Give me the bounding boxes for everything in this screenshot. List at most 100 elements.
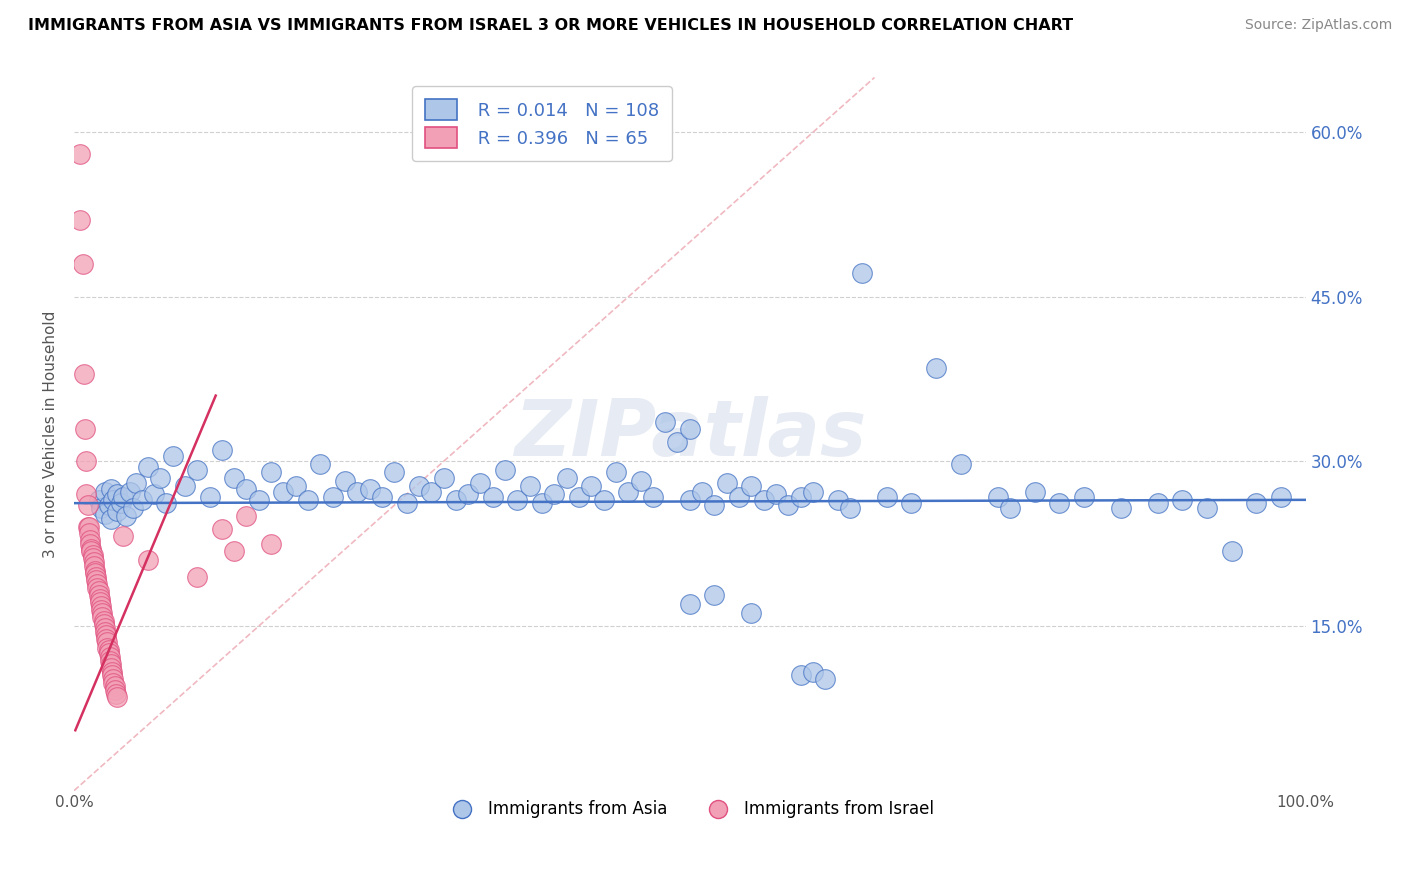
Point	[83, 555, 105, 569]
Point	[679, 492, 702, 507]
Point	[309, 457, 332, 471]
Point	[94, 621, 117, 635]
Point	[100, 482, 122, 496]
Point	[851, 266, 873, 280]
Point	[94, 485, 117, 500]
Point	[211, 443, 233, 458]
Point	[838, 500, 860, 515]
Point	[105, 504, 128, 518]
Point	[333, 474, 356, 488]
Point	[94, 507, 117, 521]
Point	[703, 588, 725, 602]
Point	[82, 551, 104, 566]
Point	[998, 500, 1021, 515]
Point	[789, 668, 811, 682]
Point	[101, 668, 124, 682]
Point	[105, 690, 128, 705]
Point	[801, 665, 824, 679]
Point	[1246, 496, 1268, 510]
Point	[83, 558, 105, 573]
Point	[122, 500, 145, 515]
Point	[186, 463, 208, 477]
Point	[75, 454, 97, 468]
Point	[143, 487, 166, 501]
Point	[395, 496, 418, 510]
Point	[103, 672, 125, 686]
Point	[79, 533, 101, 548]
Point	[84, 573, 107, 587]
Point	[765, 487, 787, 501]
Point	[506, 492, 529, 507]
Point	[740, 606, 762, 620]
Point	[104, 679, 127, 693]
Point	[97, 643, 120, 657]
Text: IMMIGRANTS FROM ASIA VS IMMIGRANTS FROM ISRAEL 3 OR MORE VEHICLES IN HOUSEHOLD C: IMMIGRANTS FROM ASIA VS IMMIGRANTS FROM …	[28, 18, 1073, 33]
Point	[72, 257, 94, 271]
Point	[900, 496, 922, 510]
Point	[73, 367, 96, 381]
Point	[371, 490, 394, 504]
Point	[617, 485, 640, 500]
Point	[94, 628, 117, 642]
Point	[432, 471, 454, 485]
Point	[174, 478, 197, 492]
Point	[827, 492, 849, 507]
Point	[801, 485, 824, 500]
Point	[346, 485, 368, 500]
Point	[987, 490, 1010, 504]
Point	[1109, 500, 1132, 515]
Point	[408, 478, 430, 492]
Point	[679, 421, 702, 435]
Point	[86, 581, 108, 595]
Point	[666, 434, 689, 449]
Point	[86, 577, 108, 591]
Point	[90, 599, 112, 614]
Point	[519, 478, 541, 492]
Point	[641, 490, 664, 504]
Point	[1047, 496, 1070, 510]
Point	[91, 606, 114, 620]
Point	[124, 476, 146, 491]
Point	[679, 597, 702, 611]
Point	[90, 602, 112, 616]
Point	[322, 490, 344, 504]
Point	[84, 569, 107, 583]
Point	[77, 525, 100, 540]
Point	[82, 548, 104, 562]
Point	[103, 676, 125, 690]
Point	[77, 520, 100, 534]
Point	[1195, 500, 1218, 515]
Point	[876, 490, 898, 504]
Point	[1146, 496, 1168, 510]
Point	[80, 542, 103, 557]
Point	[87, 583, 110, 598]
Point	[703, 499, 725, 513]
Point	[84, 566, 107, 581]
Point	[100, 661, 122, 675]
Point	[1270, 490, 1292, 504]
Point	[112, 529, 135, 543]
Point	[224, 544, 246, 558]
Point	[93, 616, 115, 631]
Point	[814, 672, 837, 686]
Point	[186, 569, 208, 583]
Y-axis label: 3 or more Vehicles in Household: 3 or more Vehicles in Household	[44, 310, 58, 558]
Point	[949, 457, 972, 471]
Point	[96, 640, 118, 655]
Point	[1024, 485, 1046, 500]
Point	[69, 213, 91, 227]
Point	[359, 482, 381, 496]
Legend: Immigrants from Asia, Immigrants from Israel: Immigrants from Asia, Immigrants from Is…	[439, 794, 941, 825]
Point	[93, 614, 115, 628]
Point	[91, 610, 114, 624]
Point	[1171, 492, 1194, 507]
Point	[69, 147, 91, 161]
Point	[112, 490, 135, 504]
Point	[100, 511, 122, 525]
Point	[114, 509, 136, 524]
Point	[96, 635, 118, 649]
Point	[198, 490, 221, 504]
Point	[716, 476, 738, 491]
Point	[80, 544, 103, 558]
Point	[457, 487, 479, 501]
